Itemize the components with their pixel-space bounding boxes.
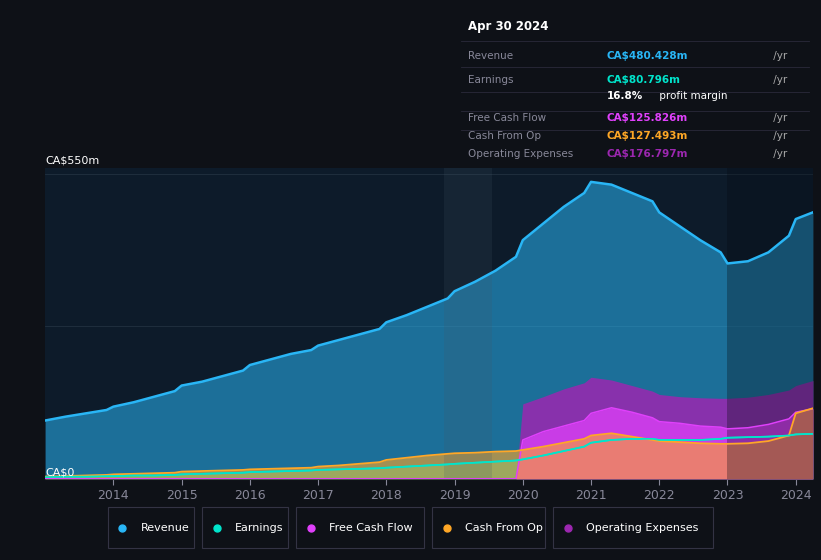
- Text: /yr: /yr: [770, 76, 787, 85]
- Bar: [444, 168, 492, 479]
- Text: Operating Expenses: Operating Expenses: [468, 150, 573, 160]
- Text: 16.8%: 16.8%: [607, 91, 643, 101]
- Text: profit margin: profit margin: [656, 91, 728, 101]
- Bar: [202, 507, 288, 548]
- Text: Cash From Op: Cash From Op: [468, 131, 541, 141]
- Text: /yr: /yr: [770, 51, 787, 61]
- Text: Cash From Op: Cash From Op: [465, 523, 543, 533]
- Bar: [553, 507, 713, 548]
- Text: CA$550m: CA$550m: [45, 155, 99, 165]
- Bar: [432, 507, 545, 548]
- Text: Apr 30 2024: Apr 30 2024: [468, 20, 548, 34]
- Text: Earnings: Earnings: [235, 523, 283, 533]
- Text: Free Cash Flow: Free Cash Flow: [468, 113, 546, 123]
- Text: CA$176.797m: CA$176.797m: [607, 150, 688, 160]
- Bar: [727, 168, 819, 479]
- Text: /yr: /yr: [770, 150, 787, 160]
- Text: /yr: /yr: [770, 113, 787, 123]
- Text: CA$0: CA$0: [45, 467, 75, 477]
- Text: CA$80.796m: CA$80.796m: [607, 76, 681, 85]
- Text: Free Cash Flow: Free Cash Flow: [329, 523, 413, 533]
- Text: Revenue: Revenue: [140, 523, 189, 533]
- Bar: [296, 507, 424, 548]
- Text: CA$480.428m: CA$480.428m: [607, 51, 688, 61]
- Text: /yr: /yr: [770, 131, 787, 141]
- Text: Operating Expenses: Operating Expenses: [586, 523, 699, 533]
- Text: CA$127.493m: CA$127.493m: [607, 131, 688, 141]
- Text: Earnings: Earnings: [468, 76, 513, 85]
- Bar: [108, 507, 194, 548]
- Text: CA$125.826m: CA$125.826m: [607, 113, 688, 123]
- Text: Revenue: Revenue: [468, 51, 513, 61]
